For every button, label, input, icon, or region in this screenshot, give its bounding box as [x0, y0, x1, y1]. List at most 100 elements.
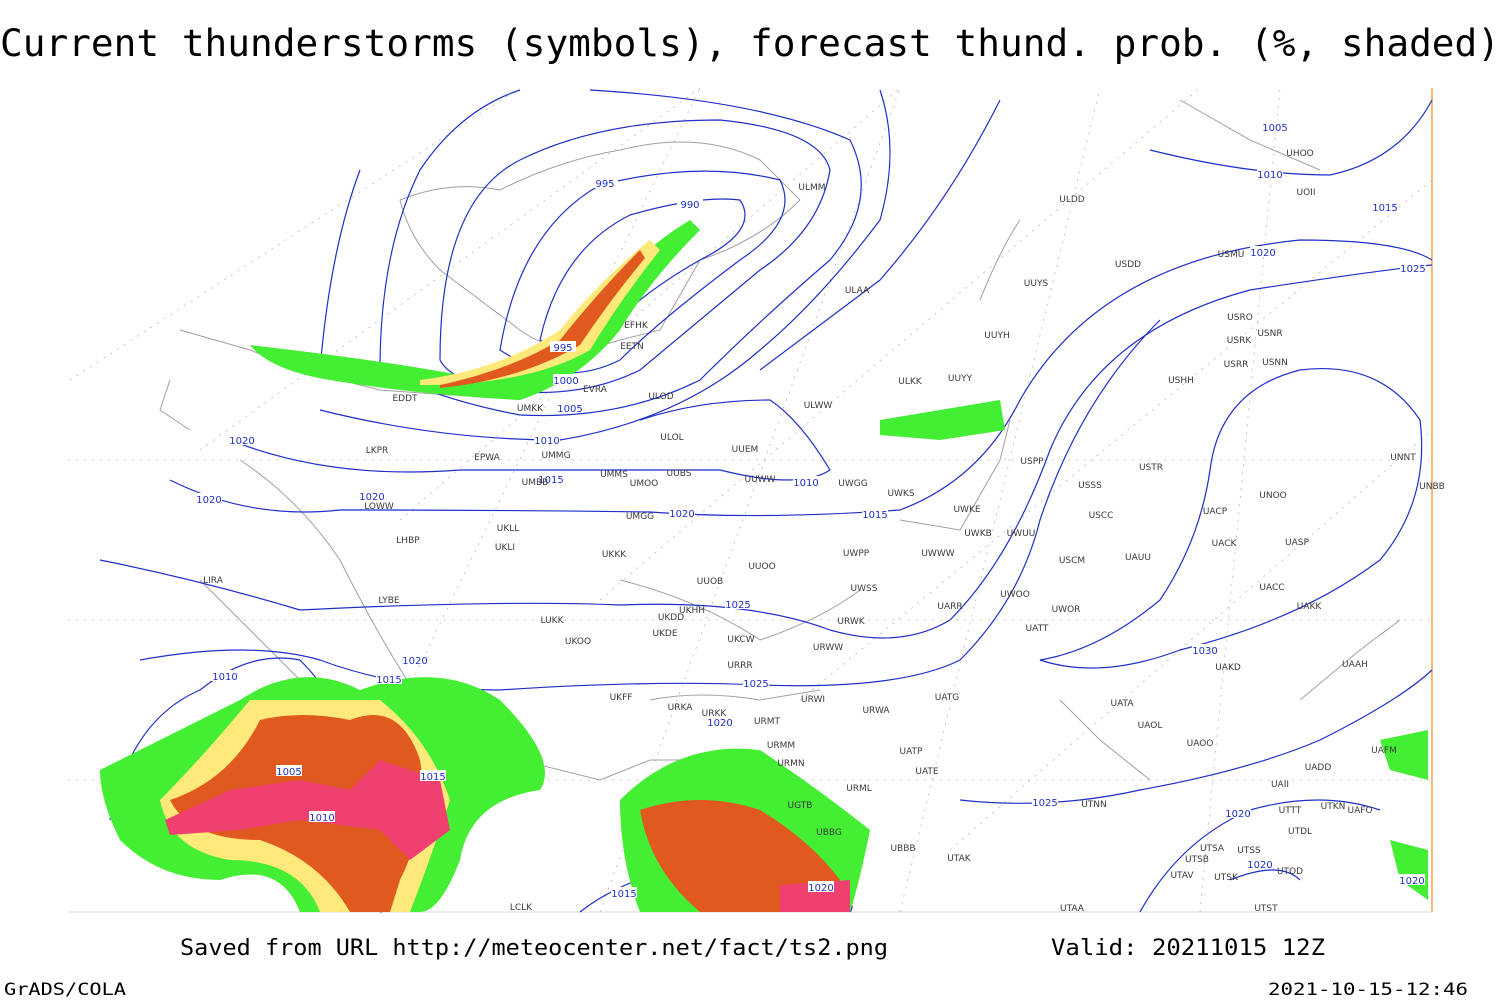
isobar-label-bg	[862, 508, 888, 519]
isobar-label-bg	[229, 434, 255, 445]
station-label: UACP	[1203, 507, 1228, 517]
isobar-label-bg	[557, 402, 583, 413]
station-label: UADD	[1305, 763, 1332, 773]
station-label: UTDL	[1288, 827, 1312, 837]
isobar-label: 1020	[1247, 860, 1272, 871]
station-label: UWKS	[887, 489, 914, 499]
station-label: URRR	[727, 661, 752, 671]
station-label: UTAK	[947, 854, 972, 864]
station-label: UKOO	[565, 637, 591, 647]
station-label: UHOO	[1286, 149, 1314, 159]
isobar-label-bg	[534, 434, 560, 445]
isobar-label-bg	[420, 770, 446, 781]
isobar-label-bg	[1372, 201, 1398, 212]
isobar-label: 1005	[557, 404, 582, 415]
thunderstorm-shading	[100, 220, 1428, 912]
station-label: ULMM	[798, 183, 825, 193]
valid-time: Valid: 20211015 12Z	[1051, 936, 1325, 961]
station-label: URML	[846, 784, 872, 794]
isobar-label-bg	[1399, 874, 1425, 885]
station-label: UKFF	[610, 693, 633, 703]
station-label: UNNT	[1390, 453, 1416, 463]
station-label: UKDE	[652, 629, 677, 639]
station-label: UNOO	[1259, 491, 1287, 501]
station-label: URWA	[862, 706, 890, 716]
isobar-label: 1025	[1400, 264, 1425, 275]
station-label: UUOB	[697, 577, 723, 587]
station-label: USPP	[1020, 457, 1044, 467]
station-label: UMGG	[626, 512, 654, 522]
isobar-label: 1020	[359, 492, 384, 503]
software: GrADS/COLA	[4, 980, 126, 1000]
station-label: ULKK	[898, 377, 923, 387]
station-label: UMMG	[541, 451, 570, 461]
isobar-label: 1015	[420, 772, 445, 783]
isobar-label: 1000	[553, 376, 578, 387]
station-label: UWOR	[1052, 605, 1081, 615]
station-label: USHH	[1168, 376, 1194, 386]
station-label: URMM	[767, 741, 795, 751]
station-labels: ULMM ULDD UOII UHOO USDD USMU ULAA UUYS UUYH USRO…	[203, 149, 1445, 914]
station-label: UTNN	[1081, 800, 1107, 810]
station-label: UATA	[1110, 699, 1134, 709]
station-label: UTSB	[1185, 855, 1209, 865]
station-label: ULWW	[804, 401, 833, 411]
station-label: UOII	[1297, 188, 1316, 198]
isobar-label: 1020	[1225, 809, 1250, 820]
station-label: UACC	[1259, 583, 1284, 593]
station-label: EPWA	[474, 453, 501, 463]
station-label: LOWW	[364, 502, 394, 512]
station-label: UATE	[915, 767, 939, 777]
station-label: LKPR	[366, 446, 389, 456]
station-label: USNR	[1257, 329, 1282, 339]
station-label: UUEM	[732, 445, 759, 455]
station-label: UWKB	[964, 529, 992, 539]
isobar-label-bg	[196, 493, 222, 504]
isobar-label-bg	[276, 765, 302, 776]
station-label: EVRA	[583, 385, 608, 395]
station-label: UAFM	[1371, 746, 1397, 756]
station-label: UNBB	[1419, 482, 1445, 492]
isobar-label-bg	[1225, 807, 1251, 818]
isobar-label-bg	[309, 811, 335, 822]
isobar-label-bg	[1257, 168, 1283, 179]
station-label: UAOO	[1187, 739, 1214, 749]
isobar-label-bg	[677, 198, 703, 209]
station-label: UMOO	[630, 479, 659, 489]
station-label: USRK	[1227, 336, 1253, 346]
station-label: UKLL	[497, 524, 520, 534]
isobar-label: 1010	[1257, 170, 1282, 181]
station-label: UTTT	[1279, 806, 1302, 816]
station-label: UWGG	[838, 479, 867, 489]
isobar-label: 1020	[402, 656, 427, 667]
isobar-label-bg	[1262, 121, 1288, 132]
station-label: UATG	[935, 693, 960, 703]
station-label: UATP	[900, 747, 924, 757]
station-label: UTST	[1254, 904, 1278, 914]
station-label: UAUU	[1125, 553, 1151, 563]
station-label: UAKK	[1297, 602, 1323, 612]
station-label: USSS	[1078, 481, 1102, 491]
station-label: UAII	[1271, 780, 1289, 790]
isobar-label-bg	[402, 654, 428, 665]
station-label: UUWW	[745, 475, 776, 485]
isobar-label: 1005	[1262, 123, 1287, 134]
station-label: USTR	[1139, 463, 1163, 473]
station-label: UKLI	[495, 543, 515, 553]
station-label: ULDD	[1059, 195, 1085, 205]
station-label: EETN	[620, 342, 644, 352]
station-label: UTSA	[1200, 844, 1225, 854]
station-label: USCC	[1089, 511, 1114, 521]
isobar-label: 1010	[793, 478, 818, 489]
station-label: UUYS	[1024, 279, 1049, 289]
isobar-label-bg	[212, 670, 238, 681]
station-label: UUYY	[948, 374, 973, 384]
station-label: UKDD	[658, 613, 684, 623]
station-label: USCM	[1059, 556, 1085, 566]
isobar-label-bg	[538, 473, 564, 484]
station-label: UKCW	[727, 635, 754, 645]
map-frame	[68, 87, 1433, 913]
isobar-label: 1010	[212, 672, 237, 683]
station-label: UWOO	[1000, 590, 1030, 600]
station-label: UWUU	[1007, 529, 1036, 539]
